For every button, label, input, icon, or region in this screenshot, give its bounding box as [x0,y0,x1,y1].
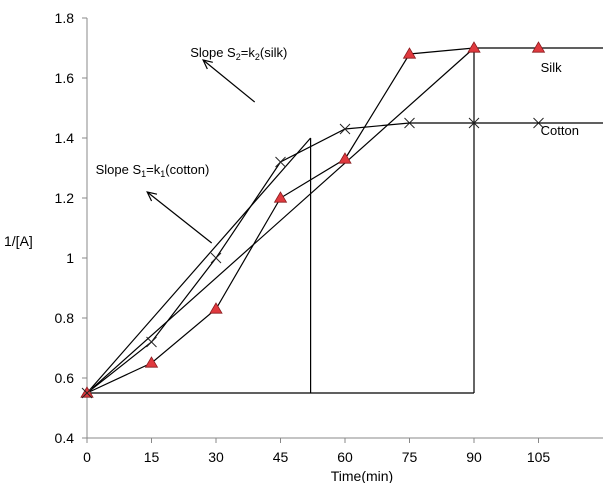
y-tick-label: 0.4 [55,430,75,446]
y-axis-title: 1/[A] [4,233,33,249]
silk-point [531,41,546,53]
x-axis-title: Time(min) [331,468,393,483]
y-tick-label: 1.8 [55,10,75,26]
silk-point [80,386,94,398]
cotton-slope-arrow-head [146,191,158,202]
silk-point [209,302,223,314]
y-tick-label: 1 [66,250,74,266]
cotton-point [404,117,415,129]
silk-point [338,152,352,164]
silk-series-label: Silk [541,60,562,75]
x-tick-label: 30 [208,449,224,465]
cotton-point [81,387,93,399]
slope-line-silk-slope [86,47,475,394]
silk-slope-arrow-shaft [202,59,256,103]
series-lines [86,47,603,394]
silk-point [144,356,159,368]
silk-point [467,41,481,53]
y-tick-label: 1.6 [55,70,75,86]
cotton-point [533,117,544,129]
cotton-point [146,336,157,348]
cotton-slope-arrow-shaft [146,191,213,244]
x-tick-label: 105 [527,449,551,465]
x-tick-label: 75 [402,449,418,465]
slope-lines [86,47,475,394]
silk-slope-arrow-head [202,59,213,70]
series-markers [80,41,546,399]
cotton-point [339,123,351,135]
silk-point [273,191,288,203]
x-tick-label: 60 [337,449,353,465]
cotton-slope-annotation: Slope S1=k1(cotton) [96,162,210,179]
y-tick-label: 0.8 [55,310,75,326]
y-tick-label: 1.2 [55,190,75,206]
x-tick-label: 90 [466,449,482,465]
cotton-point [275,156,286,168]
x-tick-label: 15 [144,449,160,465]
cotton-point [210,252,222,264]
silk-point [402,47,417,59]
cotton-series-label: Cotton [541,123,579,138]
series-line-silk [86,47,603,394]
cotton-point [468,117,480,129]
y-tick-label: 1.4 [55,130,75,146]
y-tick-label: 0.6 [55,370,75,386]
annotations: Time(min) 1/[A] Silk Cotton Slope S2=k2(… [4,45,579,483]
axes: 0.4 0.6 0.8 1 1.2 1.4 1.6 1.8 0 15 30 45 60 75 90 105 [55,10,603,465]
annotation-arrows [146,59,256,244]
x-tick-label: 0 [83,449,91,465]
slope-line-cotton-slope [86,137,312,394]
silk-slope-annotation: Slope S2=k2(silk) [190,45,287,62]
x-tick-label: 45 [273,449,289,465]
